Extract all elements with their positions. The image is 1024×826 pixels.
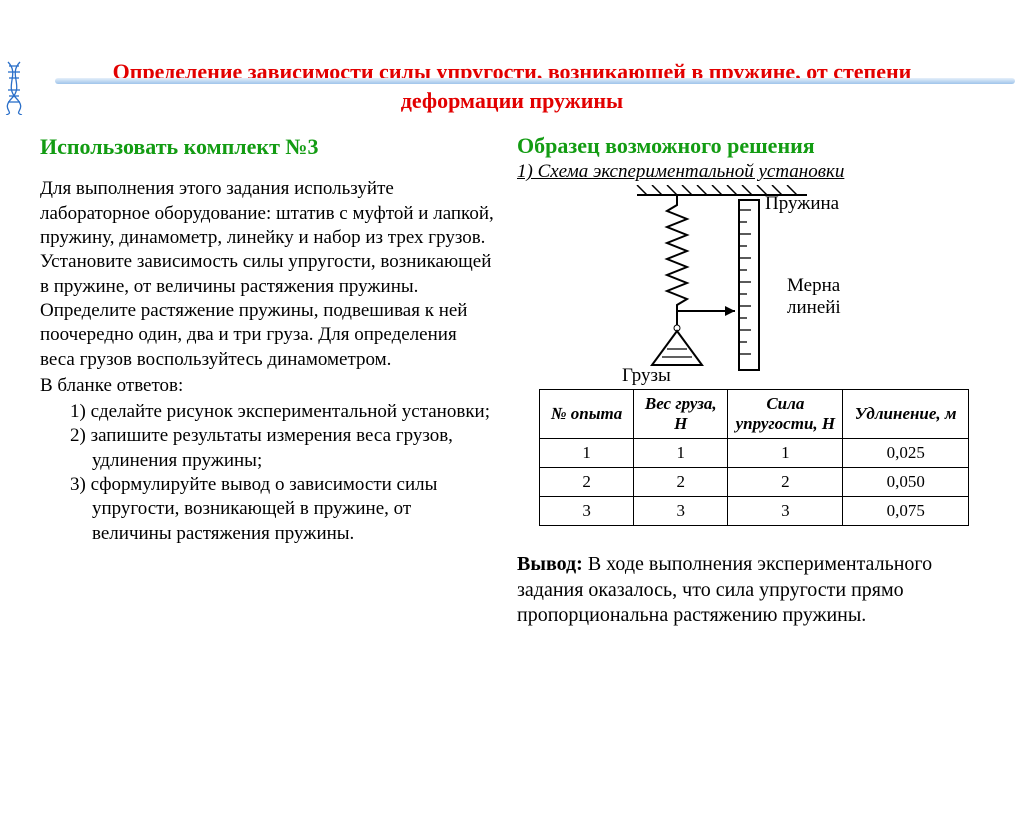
cell: 1: [728, 439, 843, 468]
results-table: № опыта Вес груза, Н Сила упругости, Н У…: [539, 389, 969, 526]
col-header: Вес груза, Н: [634, 390, 728, 439]
table-row: 2 2 2 0,050: [540, 468, 969, 497]
cell: 1: [540, 439, 634, 468]
col-header: Удлинение, м: [843, 390, 969, 439]
cell: 2: [540, 468, 634, 497]
cell: 1: [634, 439, 728, 468]
cell: 2: [634, 468, 728, 497]
right-column: Образец возможного решения 1) Схема эксп…: [517, 133, 984, 629]
task-paragraph: Для выполнения этого задания используйте…: [40, 177, 495, 372]
scheme-caption: 1) Схема экспериментальной установки: [517, 161, 984, 183]
experiment-diagram: Пружина Мерна линейі Грузы: [517, 185, 957, 385]
conclusion-label: Вывод:: [517, 553, 583, 575]
table-header-row: № опыта Вес груза, Н Сила упругости, Н У…: [540, 390, 969, 439]
left-column: Использовать комплект №3 Для выполнения …: [40, 133, 495, 629]
solution-heading: Образец возможного решения: [517, 133, 984, 159]
cell: 3: [540, 497, 634, 526]
instruction-list: 1) сделайте рисунок экспериментальной ус…: [70, 400, 495, 546]
ruler-label-1: Мерна: [787, 275, 840, 297]
list-item: 2) запишите результаты измерения веса гр…: [70, 424, 495, 473]
top-border-band: [55, 78, 1015, 84]
ruler-label-2: линейі: [787, 297, 841, 319]
cell: 2: [728, 468, 843, 497]
spring-label: Пружина: [765, 193, 839, 215]
list-item: 1) сделайте рисунок экспериментальной ус…: [70, 400, 495, 424]
content-row: Использовать комплект №3 Для выполнения …: [40, 133, 984, 629]
cell: 3: [634, 497, 728, 526]
corner-decor-icon: [2, 60, 57, 115]
cell: 0,050: [843, 468, 969, 497]
cell: 0,025: [843, 439, 969, 468]
list-item: 3) сформулируйте вывод о зависимости сил…: [70, 473, 495, 546]
weights-label: Грузы: [622, 365, 671, 387]
col-header: Сила упругости, Н: [728, 390, 843, 439]
kit-heading: Использовать комплект №3: [40, 133, 495, 161]
cell: 0,075: [843, 497, 969, 526]
page-title: Определение зависимости силы упругости, …: [50, 58, 974, 115]
table-row: 3 3 3 0,075: [540, 497, 969, 526]
conclusion-block: Вывод: В ходе выполнения экспериментальн…: [517, 552, 984, 629]
col-header: № опыта: [540, 390, 634, 439]
cell: 3: [728, 497, 843, 526]
blank-label: В бланке ответов:: [40, 374, 495, 398]
table-row: 1 1 1 0,025: [540, 439, 969, 468]
